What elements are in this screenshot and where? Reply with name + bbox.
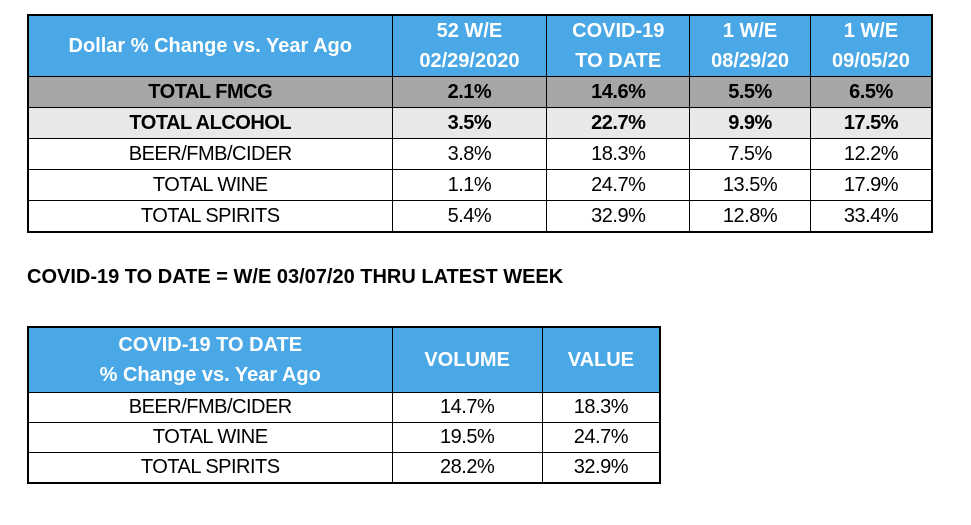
column-header-we-0829: 1 W/E 08/29/20 (689, 14, 811, 77)
row-label: TOTAL ALCOHOL (27, 107, 393, 139)
column-header-line1: 1 W/E (843, 20, 899, 42)
column-header-line1: 52 W/E (436, 20, 503, 42)
row-label: BEER/FMB/CIDER (27, 138, 393, 170)
table-row-beer: BEER/FMB/CIDER 3.8% 18.3% 7.5% 12.2% (27, 138, 933, 170)
column-header-line1: 1 W/E (722, 20, 778, 42)
column-header-52we: 52 W/E 02/29/2020 (391, 14, 548, 77)
cell-value: 3.5% (391, 107, 548, 139)
cell-value: 17.9% (809, 169, 933, 201)
row-label: BEER/FMB/CIDER (27, 392, 393, 423)
cell-value: 14.7% (391, 392, 543, 423)
cell-value: 1.1% (391, 169, 548, 201)
cell-value: 18.3% (541, 392, 661, 423)
cell-value: 24.7% (541, 422, 661, 453)
column-header-line2: 02/29/2020 (419, 50, 520, 72)
table-row-total-alcohol: TOTAL ALCOHOL 3.5% 22.7% 9.9% 17.5% (27, 107, 933, 139)
cell-value: 13.5% (689, 169, 811, 201)
column-header-line2: 08/29/20 (711, 50, 789, 72)
cell-value: 6.5% (809, 76, 933, 108)
cell-value: 22.7% (546, 107, 691, 139)
row-label: TOTAL FMCG (27, 76, 393, 108)
covid-volume-value-table: COVID-19 TO DATE % Change vs. Year Ago V… (27, 326, 661, 484)
table-title-line1: COVID-19 TO DATE (118, 334, 303, 356)
cell-value: 5.5% (689, 76, 811, 108)
column-header-we-0905: 1 W/E 09/05/20 (809, 14, 933, 77)
cell-value: 12.8% (689, 200, 811, 233)
row-label: TOTAL WINE (27, 169, 393, 201)
column-header-line2: 09/05/20 (832, 50, 910, 72)
column-header-covid: COVID-19 TO DATE (546, 14, 691, 77)
table-title-line2: % Change vs. Year Ago (99, 364, 321, 386)
cell-value: 19.5% (391, 422, 543, 453)
table-row-beer: BEER/FMB/CIDER 14.7% 18.3% (27, 392, 661, 423)
table-row-wine: TOTAL WINE 19.5% 24.7% (27, 422, 661, 453)
table-row-spirits: TOTAL SPIRITS 5.4% 32.9% 12.8% 33.4% (27, 200, 933, 233)
column-header-line2: TO DATE (575, 50, 662, 72)
table-title-cell: Dollar % Change vs. Year Ago (27, 14, 393, 77)
cell-value: 33.4% (809, 200, 933, 233)
column-header-line1: COVID-19 (572, 20, 665, 42)
cell-value: 9.9% (689, 107, 811, 139)
cell-value: 32.9% (546, 200, 691, 233)
cell-value: 14.6% (546, 76, 691, 108)
cell-value: 32.9% (541, 452, 661, 484)
cell-value: 28.2% (391, 452, 543, 484)
cell-value: 12.2% (809, 138, 933, 170)
cell-value: 17.5% (809, 107, 933, 139)
cell-value: 18.3% (546, 138, 691, 170)
column-header-volume: VOLUME (391, 326, 543, 393)
cell-value: 2.1% (391, 76, 548, 108)
table-row-wine: TOTAL WINE 1.1% 24.7% 13.5% 17.9% (27, 169, 933, 201)
cell-value: 7.5% (689, 138, 811, 170)
table-header-row: Dollar % Change vs. Year Ago 52 W/E 02/2… (27, 14, 933, 77)
table-row-total-fmcg: TOTAL FMCG 2.1% 14.6% 5.5% 6.5% (27, 76, 933, 108)
dollar-change-table: Dollar % Change vs. Year Ago 52 W/E 02/2… (27, 14, 933, 233)
cell-value: 24.7% (546, 169, 691, 201)
table-header-row: COVID-19 TO DATE % Change vs. Year Ago V… (27, 326, 661, 393)
row-label: TOTAL WINE (27, 422, 393, 453)
row-label: TOTAL SPIRITS (27, 452, 393, 484)
covid-definition-note: COVID-19 TO DATE = W/E 03/07/20 THRU LAT… (27, 266, 564, 288)
column-header-value: VALUE (541, 326, 661, 393)
row-label: TOTAL SPIRITS (27, 200, 393, 233)
table-title-cell: COVID-19 TO DATE % Change vs. Year Ago (27, 326, 393, 393)
cell-value: 5.4% (391, 200, 548, 233)
cell-value: 3.8% (391, 138, 548, 170)
table-row-spirits: TOTAL SPIRITS 28.2% 32.9% (27, 452, 661, 484)
